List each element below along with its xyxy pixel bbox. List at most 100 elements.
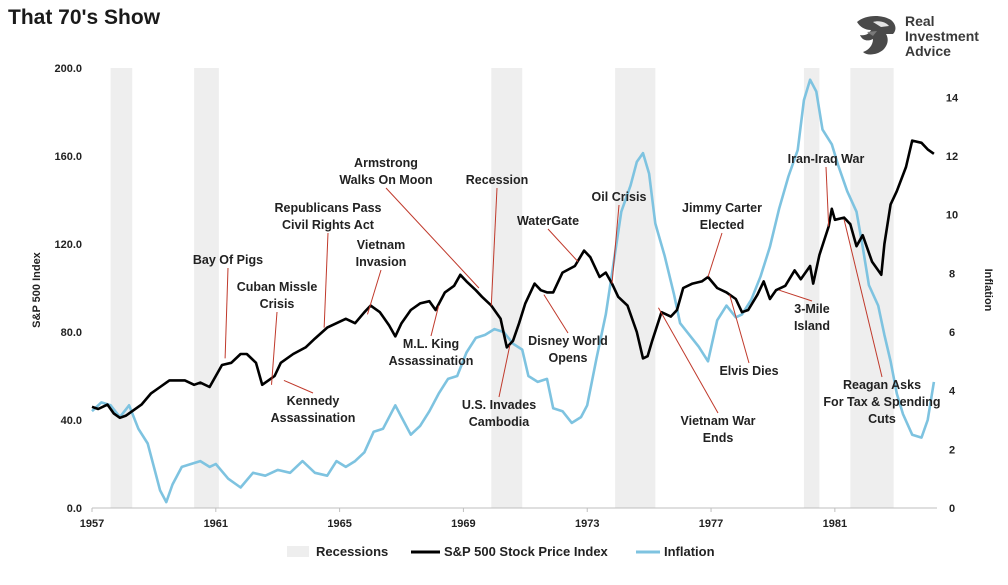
annotation-line: Walks On Moon	[339, 173, 432, 187]
y-tick-label: 0.0	[67, 503, 82, 515]
annotation-leader	[490, 187, 498, 306]
annotation-line: Kennedy	[287, 394, 340, 408]
y2-axis-label: Inflation	[982, 269, 994, 312]
annotation-label: Kennedy Assassination	[271, 394, 356, 425]
legend-swatch-recessions	[287, 546, 309, 557]
annotation-label: U.S. Invades Cambodia	[462, 398, 536, 429]
annotation-line: Jimmy Carter	[682, 201, 762, 215]
annotation-leader	[729, 294, 750, 364]
x-tick-label: 1957	[80, 518, 104, 530]
legend-label-sp500: S&P 500 Stock Price Index	[444, 544, 609, 559]
annotation-leader	[843, 219, 883, 378]
annotation-line: Cuban Missle	[237, 280, 318, 294]
y-tick-label: 80.0	[61, 327, 82, 339]
brand-logo: Real Investment Advice	[853, 12, 1003, 59]
legend-label-inflation: Inflation	[664, 544, 715, 559]
annotation-line: Crisis	[260, 297, 295, 311]
annotation-line: WaterGate	[517, 214, 579, 228]
y-tick-label: 120.0	[54, 239, 82, 251]
recession-band	[850, 68, 894, 508]
annotation-line: Recession	[466, 173, 529, 187]
annotation-line: Assassination	[271, 411, 356, 425]
annotation-line: Invasion	[356, 255, 407, 269]
recession-band	[615, 68, 656, 508]
annotation-label: Jimmy Carter Elected	[682, 201, 762, 232]
annotation-leader	[778, 289, 813, 302]
annotation-label: Armstrong Walks On Moon	[339, 156, 432, 187]
x-tick-label: 1961	[204, 518, 228, 530]
annotation-line: Iran-Iraq War	[788, 152, 865, 166]
annotation-line: Vietnam War	[680, 414, 755, 428]
annotation-label: Elvis Dies	[719, 364, 778, 378]
annotations: Bay Of Pigs Cuban Missle Crisis Kennedy Assa…	[193, 152, 941, 445]
annotation-label: 3-Mile Island	[794, 302, 830, 333]
annotation-line: Opens	[549, 351, 588, 365]
annotation-leader	[283, 379, 314, 394]
recession-bands	[110, 68, 894, 508]
annotation-line: Oil Crisis	[592, 190, 647, 204]
annotation-line: Island	[794, 319, 830, 333]
annotation-line: Vietnam	[357, 238, 405, 252]
annotation-leader	[547, 228, 579, 262]
annotation-leader	[707, 232, 723, 278]
annotation-leader	[224, 267, 229, 359]
recession-band	[491, 68, 523, 508]
y-axis-label: S&P 500 Index	[31, 251, 43, 327]
sp500-line	[91, 139, 935, 420]
brand-line-3: Advice	[905, 43, 951, 59]
y2-tick-label: 0	[949, 503, 955, 515]
legend-label-recessions: Recessions	[316, 544, 388, 559]
annotation-line: Armstrong	[354, 156, 418, 170]
annotation-label: Vietnam War Ends	[680, 414, 755, 445]
annotation-line: Elvis Dies	[719, 364, 778, 378]
annotation-label: Cuban Missle Crisis	[237, 280, 318, 311]
annotation-line: U.S. Invades	[462, 398, 536, 412]
annotation-line: Republicans Pass	[275, 201, 382, 215]
y2-tick-label: 2	[949, 444, 955, 456]
annotation-label: Disney World Opens	[528, 334, 608, 365]
annotation-leader	[543, 294, 569, 334]
annotation-line: Reagan Asks	[843, 378, 921, 392]
eagle-head-icon	[857, 16, 896, 55]
annotation-label: Oil Crisis	[592, 190, 647, 204]
annotation-line: Bay Of Pigs	[193, 253, 263, 267]
x-tick-label: 1977	[699, 518, 723, 530]
annotation-label: Vietnam Invasion	[356, 238, 407, 269]
annotation-line: 3-Mile	[794, 302, 829, 316]
brand-line-1: Real	[905, 13, 935, 29]
recession-band	[110, 68, 133, 508]
annotation-label: Republicans Pass Civil Rights Act	[275, 201, 382, 232]
annotation-line: For Tax & Spending	[823, 395, 940, 409]
annotation-leader	[430, 305, 440, 337]
y2-tick-label: 12	[946, 151, 958, 163]
annotation-label: Recession	[466, 173, 529, 187]
annotation-line: Ends	[703, 431, 734, 445]
annotation-line: Cambodia	[469, 415, 530, 429]
annotation-label: Reagan Asks For Tax & Spending Cuts	[823, 378, 940, 426]
annotation-label: WaterGate	[517, 214, 579, 228]
brand-line-2: Investment	[905, 28, 979, 44]
legend: Recessions S&P 500 Stock Price Index Infla…	[287, 544, 715, 559]
annotation-label: Iran-Iraq War	[788, 152, 865, 166]
y2-tick-label: 6	[949, 327, 955, 339]
annotation-label: M.L. King Assassination	[389, 337, 474, 368]
annotation-leader	[611, 204, 620, 284]
annotation-leader	[385, 187, 480, 289]
annotation-line: Disney World	[528, 334, 608, 348]
recession-band	[194, 68, 219, 508]
annotation-line: Elected	[700, 218, 744, 232]
y2-tick-label: 8	[949, 268, 955, 280]
y2-tick-label: 10	[946, 210, 958, 222]
chart-title: That 70's Show	[8, 6, 161, 29]
annotation-leader	[825, 166, 830, 227]
series-lines	[91, 78, 936, 504]
x-tick-label: 1981	[823, 518, 847, 530]
annotation-line: Civil Rights Act	[282, 218, 375, 232]
y-tick-label: 160.0	[54, 151, 82, 163]
axis-ticks: 0.0 40.0 80.0 120.0 160.0 200.0 0 2 4 6 8 10 12 14 195…	[54, 63, 959, 530]
annotation-leader	[657, 307, 719, 414]
annotation-leader	[366, 269, 382, 315]
x-tick-label: 1965	[327, 518, 351, 530]
x-tick-label: 1969	[451, 518, 475, 530]
